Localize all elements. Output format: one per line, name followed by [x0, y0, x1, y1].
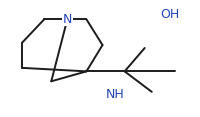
Text: N: N [62, 13, 72, 26]
Text: NH: NH [106, 88, 124, 101]
Text: OH: OH [159, 8, 179, 21]
